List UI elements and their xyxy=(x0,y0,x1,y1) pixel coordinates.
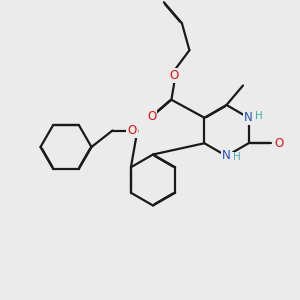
Text: O: O xyxy=(274,137,283,150)
Text: O: O xyxy=(147,110,157,123)
Text: O: O xyxy=(128,124,136,137)
Text: H: H xyxy=(255,111,263,121)
Text: N: N xyxy=(222,149,231,163)
Text: O: O xyxy=(170,69,179,82)
Text: H: H xyxy=(233,152,241,163)
Text: N: N xyxy=(244,111,253,124)
